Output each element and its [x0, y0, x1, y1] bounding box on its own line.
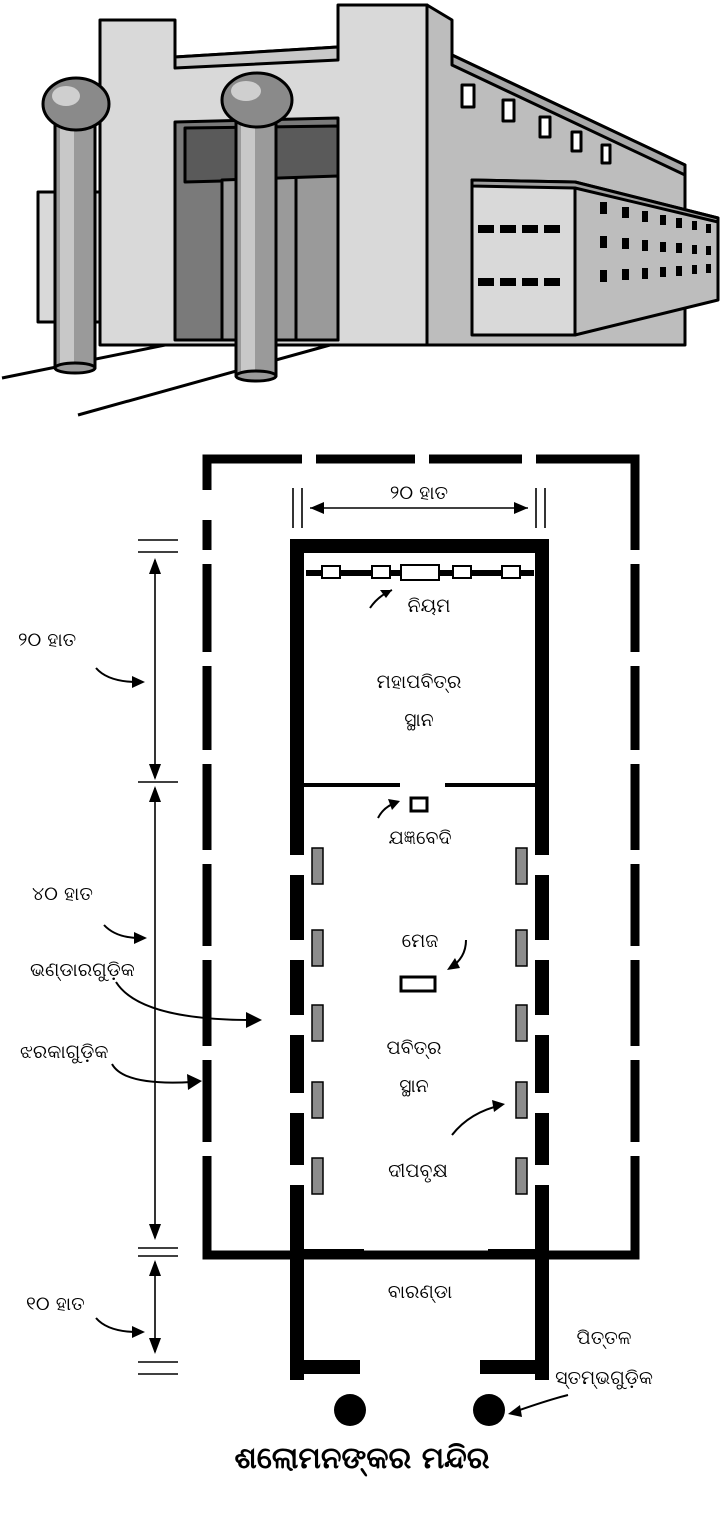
dimension-arrowheads [149, 502, 528, 1354]
law-tablets [321, 564, 521, 581]
lampstand-icon [311, 847, 324, 885]
left-bronze-pillar [41, 76, 111, 375]
lampstand-icon [311, 1157, 324, 1195]
lampstand-label: ଦୀପବୃକ୍ଷ [388, 1160, 448, 1183]
holy-place-label: ପବିତ୍ର [386, 1037, 441, 1059]
lampstand-icon [515, 1004, 528, 1042]
sanctuary-walls [290, 539, 549, 1380]
bronze-pillars-label: ପିତ୍ତଳ [576, 1327, 631, 1349]
holy-place-label-2: ସ୍ଥାନ [399, 1075, 429, 1097]
pillar-circle-left [334, 1394, 366, 1426]
lampstand-icon [311, 929, 324, 967]
dim-porch-label: ୧୦ ହାତ [26, 1293, 85, 1315]
lampstand-icon [515, 847, 528, 885]
lampstand-icon [311, 1081, 324, 1119]
bronze-pillars-label-2: ସ୍ତମ୍ଭଗୁଡ଼ିକ [555, 1367, 653, 1389]
temple-building-drawing [1, 3, 720, 417]
lampstand-icon [311, 1004, 324, 1042]
table-icon [399, 975, 437, 993]
right-bronze-pillar [220, 71, 294, 383]
pointer-arrowheads [132, 590, 522, 1417]
dimension-lines [138, 488, 546, 1375]
dim-holy-label: ୪୦ ହାତ [32, 883, 93, 905]
page-title: ଶଲୋମନଙ୍କର ମନ୍ଦିର [234, 1441, 489, 1477]
width-top-label: ୨୦ ହାତ [390, 482, 448, 504]
lampstand-icon [515, 1157, 528, 1195]
pointer-arrows [95, 589, 569, 1413]
altar-icon [409, 796, 429, 813]
table-label: ମେଜ [402, 930, 439, 952]
lampstand-icon [515, 929, 528, 967]
sanctuary-windows [290, 855, 549, 1185]
altar-label: ଯଜ୍ଞବେଦି [388, 827, 451, 849]
outer-wall-windows [202, 454, 640, 1156]
holy-of-holies-label: ମହାପବିତ୍ର [377, 671, 462, 693]
dim-inner-label: ୨୦ ହାତ [18, 629, 76, 651]
law-label: ନିୟମ [408, 595, 451, 617]
temple-floor-plan [202, 454, 640, 1426]
pillar-circle-right [473, 1394, 505, 1426]
lampstand-icon [515, 1081, 528, 1119]
storerooms-label: ଭଣ୍ଡାରଗୁଡ଼ିକ [30, 959, 135, 981]
diagram-labels: ୨୦ ହାତ ନିୟମ ମହାପବିତ୍ର ସ୍ଥାନ ଯଜ୍ଞବେଦି ମେଜ… [18, 482, 653, 1477]
holy-of-holies-label-2: ସ୍ଥାନ [404, 709, 434, 731]
windows-label: ଝରକାଗୁଡ଼ିକ [20, 1041, 108, 1063]
porch-label: ବାରଣ୍ଡା [388, 1281, 452, 1303]
